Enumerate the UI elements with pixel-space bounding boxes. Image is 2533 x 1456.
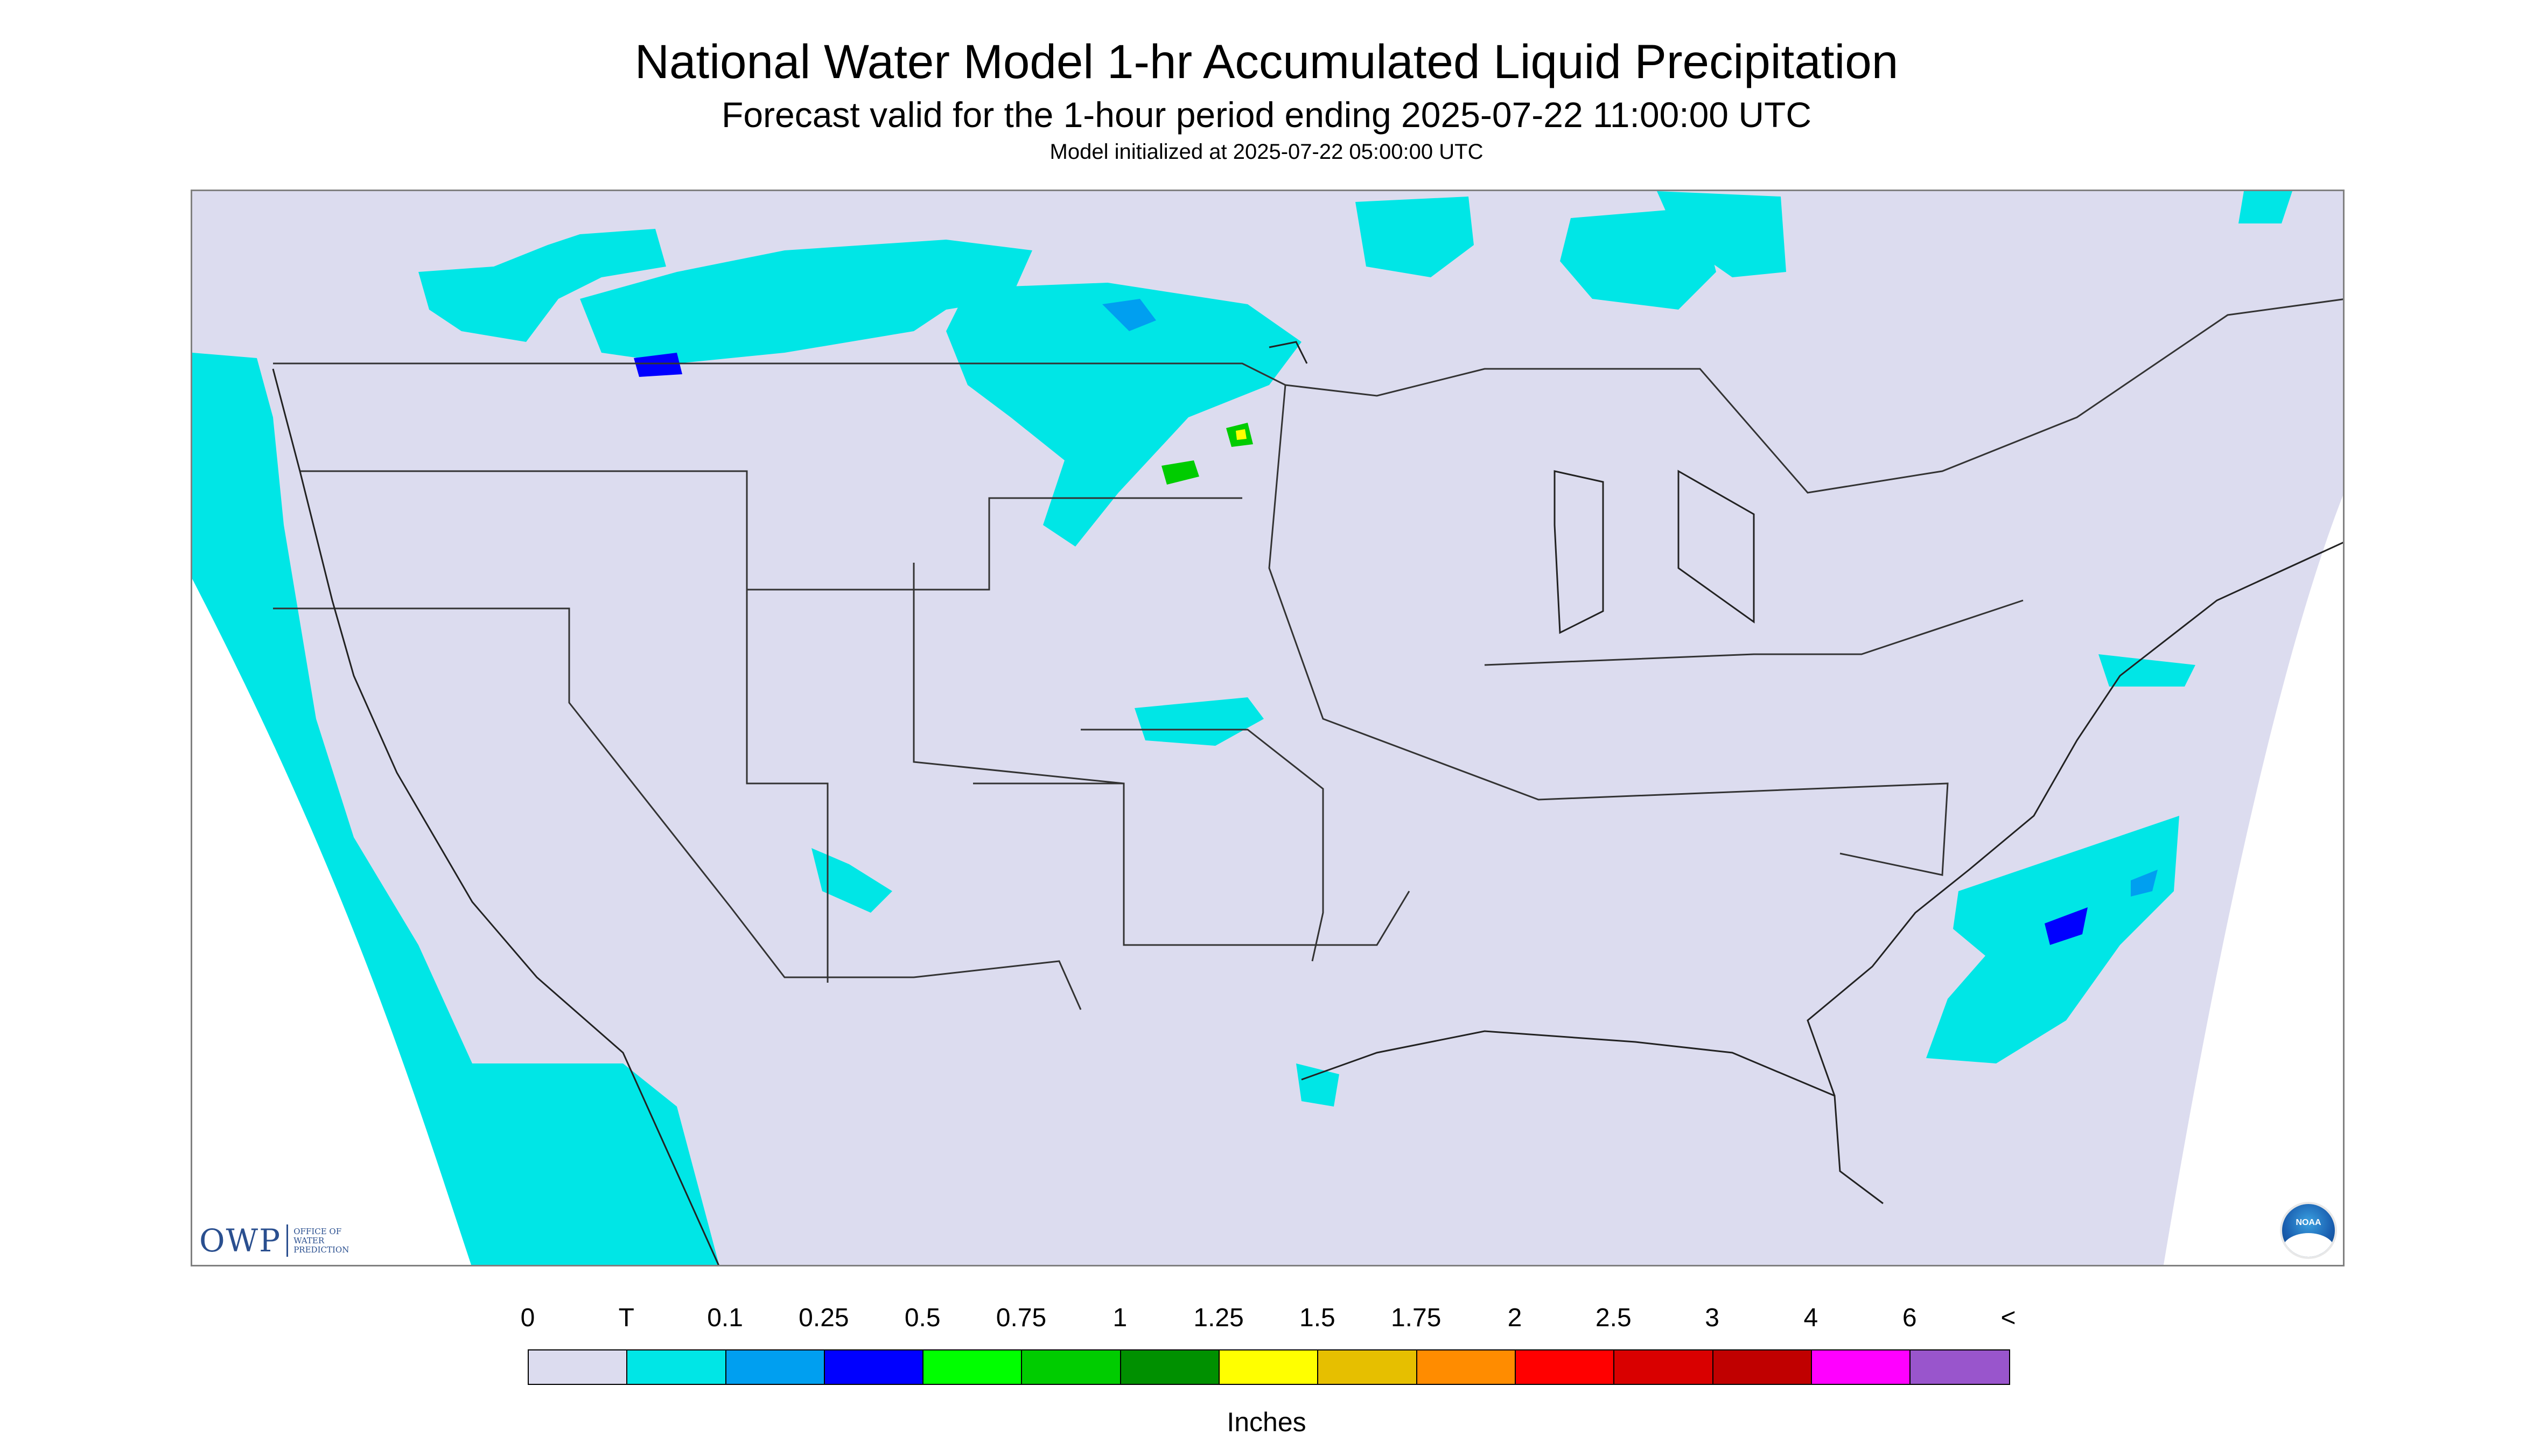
legend-label: 1.25 [1193, 1304, 1244, 1332]
model-domain [192, 191, 2343, 1265]
canada-precip-east [1355, 197, 1474, 277]
legend-label: T [618, 1304, 634, 1332]
legend-label: 0.5 [904, 1304, 941, 1332]
legend-label: 6 [1902, 1304, 1917, 1332]
owp-logo-divider [286, 1224, 289, 1257]
legend-swatch [923, 1350, 1023, 1384]
atlantic-precip-north [2098, 654, 2195, 687]
owp-logo-mark: OWP [199, 1222, 282, 1259]
map-title: National Water Model 1-hr Accumulated Li… [634, 34, 1899, 88]
legend-swatch [1713, 1350, 1812, 1384]
owp-logo-line-2: WATER [293, 1235, 325, 1245]
precipitation-map[interactable] [191, 190, 2345, 1266]
legend-label: 4 [1803, 1304, 1818, 1332]
owp-logo-line-1: OFFICE OF [293, 1226, 342, 1236]
atlantic-cell-1 [2045, 907, 2088, 945]
legend-color-bar [528, 1349, 2011, 1385]
model-init-text: Model initialized at 2025-07-22 05:00:00… [1049, 140, 1484, 164]
plains-precip [946, 283, 1302, 547]
legend-units: Inches [1227, 1407, 1306, 1437]
kansas-precip [1135, 697, 1264, 746]
legend-swatch [627, 1350, 726, 1384]
legend-label: 1.5 [1299, 1304, 1335, 1332]
dakota-heavy-precip [1102, 299, 1156, 331]
noaa-gull-shape [2282, 1233, 2335, 1257]
legend-label: 1 [1112, 1304, 1128, 1332]
gulf-precip [1296, 1063, 1339, 1107]
legend-label: 0.75 [996, 1304, 1047, 1332]
quebec-precip [2238, 191, 2292, 223]
legend-swatch [726, 1350, 825, 1384]
legend-swatch [1614, 1350, 1713, 1384]
legend-swatch [824, 1350, 924, 1384]
atlantic-cell-2 [2131, 870, 2158, 897]
legend-label: 2.5 [1595, 1304, 1632, 1332]
nd-storm-core [1161, 460, 1199, 485]
noaa-logo: NOAA [2280, 1202, 2337, 1259]
legend-label: 2 [1507, 1304, 1522, 1332]
pacific-precip [192, 353, 719, 1265]
map-canvas [192, 191, 2343, 1265]
montana-heavy-precip [634, 353, 682, 377]
coastlines [272, 341, 2343, 1265]
mn-storm-peak [1236, 429, 1247, 440]
forecast-valid-subtitle: Forecast valid for the 1-hour period end… [722, 95, 1811, 135]
legend-swatch [1515, 1350, 1615, 1384]
legend-swatch [1220, 1350, 1319, 1384]
legend-label: 3 [1705, 1304, 1719, 1332]
canada-precip-northeast [1657, 191, 1786, 277]
legend-label: 0.1 [707, 1304, 743, 1332]
legend-label: 0.25 [799, 1304, 849, 1332]
owp-logo-text: OFFICE OF WATER PREDICTION [293, 1227, 349, 1255]
political-borders [273, 298, 2343, 1010]
legend-swatch [1417, 1350, 1516, 1384]
noaa-logo-text: NOAA [2296, 1218, 2321, 1227]
legend-label: 1.75 [1390, 1304, 1442, 1332]
legend-swatch [529, 1350, 628, 1384]
legend-label: < [2000, 1304, 2016, 1332]
legend-swatch [1121, 1350, 1220, 1384]
legend-swatch [1811, 1350, 1911, 1384]
canada-precip-central [580, 240, 1032, 363]
legend-label: 0 [520, 1304, 535, 1332]
owp-logo-line-3: PREDICTION [293, 1244, 349, 1255]
legend-labels: 0 T 0.1 0.25 0.5 0.75 1 1.25 1.5 1.75 2 2.5 3 4 6 < [0, 1305, 2533, 1338]
legend-swatch [1318, 1350, 1417, 1384]
new-mexico-precip [811, 848, 892, 913]
canada-precip-west [418, 229, 666, 342]
legend-swatch [1911, 1350, 2010, 1384]
legend-swatch [1022, 1350, 1121, 1384]
owp-logo: OWP OFFICE OF WATER PREDICTION [199, 1221, 349, 1260]
